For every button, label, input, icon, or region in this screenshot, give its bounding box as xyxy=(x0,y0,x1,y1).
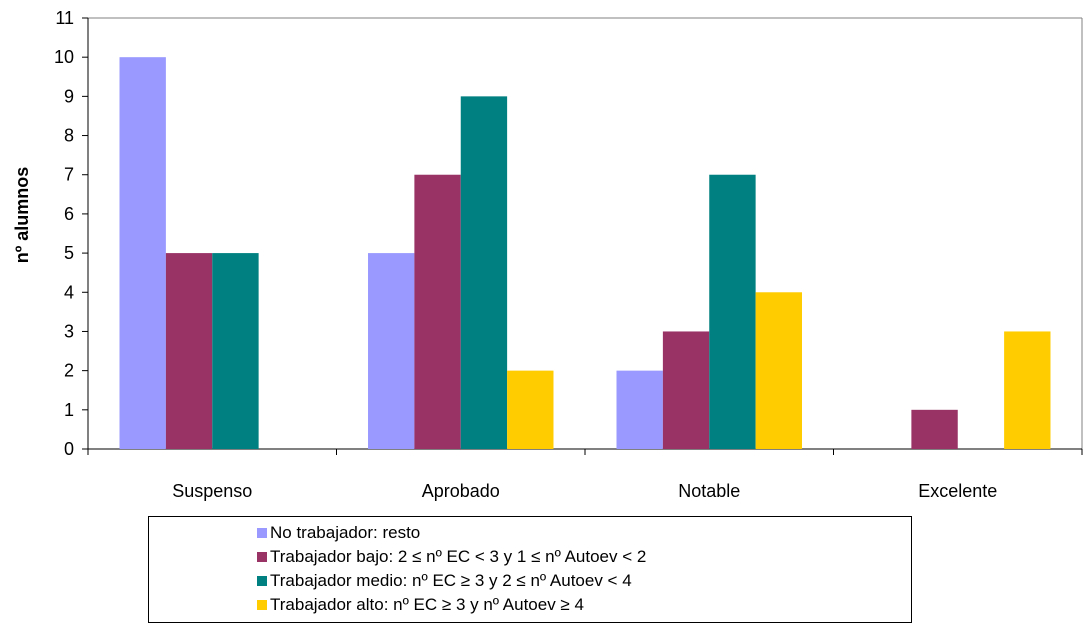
bar xyxy=(1004,331,1051,449)
y-axis: 0 1 2 3 4 5 6 7 8 9 10 11 xyxy=(54,8,88,459)
legend-swatch xyxy=(257,552,267,562)
bar xyxy=(212,253,259,449)
bar xyxy=(507,370,554,449)
bar xyxy=(709,174,756,449)
x-tick-label: Suspenso xyxy=(172,481,252,501)
legend-label: Trabajador medio: nº EC ≥ 3 y 2 ≤ nº Aut… xyxy=(270,571,632,590)
y-tick-label: 1 xyxy=(64,400,74,420)
legend-label: Trabajador alto: nº EC ≥ 3 y nº Autoev ≥… xyxy=(270,595,584,614)
legend-swatch xyxy=(257,528,267,538)
bar xyxy=(616,370,663,449)
bar xyxy=(165,253,213,449)
bar xyxy=(662,331,710,449)
legend-item: Trabajador bajo: 2 ≤ nº EC < 3 y 1 ≤ nº … xyxy=(257,546,646,568)
y-tick-label: 7 xyxy=(64,165,74,185)
bars xyxy=(119,57,1051,449)
y-tick-label: 9 xyxy=(64,86,74,106)
y-tick-label: 0 xyxy=(64,439,74,459)
y-tick-label: 2 xyxy=(64,361,74,381)
bar xyxy=(460,96,508,449)
y-tick-label: 6 xyxy=(64,204,74,224)
x-tick-label: Aprobado xyxy=(422,481,500,501)
y-axis-label: nº alumnos xyxy=(12,167,32,264)
bar xyxy=(119,57,166,449)
x-tick-label: Excelente xyxy=(918,481,997,501)
bar xyxy=(368,253,415,449)
legend-item: Trabajador alto: nº EC ≥ 3 y nº Autoev ≥… xyxy=(257,594,584,616)
y-tick-label: 10 xyxy=(54,47,74,67)
y-tick-label: 11 xyxy=(55,8,74,28)
bar xyxy=(414,174,461,449)
legend: No trabajador: resto Trabajador bajo: 2 ≤… xyxy=(148,516,912,623)
legend-label: Trabajador bajo: 2 ≤ nº EC < 3 y 1 ≤ nº … xyxy=(270,547,647,566)
y-tick-label: 5 xyxy=(64,243,74,263)
y-tick-label: 4 xyxy=(64,282,74,302)
bar xyxy=(755,292,802,449)
bar xyxy=(911,409,958,449)
x-axis: Suspenso Aprobado Notable Excelente xyxy=(87,449,1083,501)
legend-item: No trabajador: resto xyxy=(257,522,420,544)
legend-swatch xyxy=(257,576,267,586)
legend-item: Trabajador medio: nº EC ≥ 3 y 2 ≤ nº Aut… xyxy=(257,570,632,592)
y-tick-label: 8 xyxy=(64,126,74,146)
legend-label: No trabajador: resto xyxy=(270,523,421,542)
y-tick-label: 3 xyxy=(64,321,74,341)
x-tick-label: Notable xyxy=(678,481,740,501)
legend-swatch xyxy=(257,600,267,610)
